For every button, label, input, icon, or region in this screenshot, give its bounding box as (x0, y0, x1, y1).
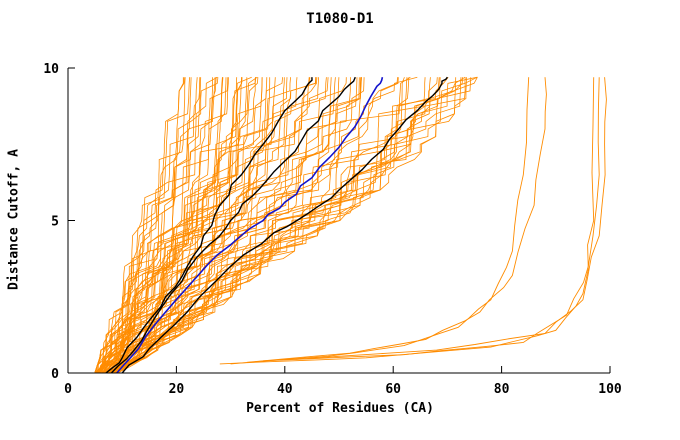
x-tick-label: 80 (494, 382, 510, 397)
black-model-3 (121, 76, 448, 374)
ensemble-curve (94, 77, 217, 374)
x-tick-label: 100 (598, 382, 622, 397)
x-tick-label: 0 (64, 382, 72, 397)
y-tick-label: 10 (43, 62, 59, 77)
ensemble-curve (108, 77, 336, 374)
x-tick-label: 40 (277, 382, 293, 397)
orange-outlier-4 (263, 77, 600, 362)
ensemble-curve (94, 77, 186, 374)
ensemble-curve (98, 77, 248, 374)
ensemble-curve (95, 77, 184, 374)
ensemble-curve (95, 77, 201, 374)
ensemble-curve (113, 77, 472, 374)
ensemble-curve (102, 77, 243, 374)
ensemble-curve (96, 77, 259, 374)
orange-outlier-2 (246, 77, 547, 363)
ensemble-curve (101, 77, 268, 374)
y-tick-label: 5 (51, 215, 59, 230)
ensemble-curve (102, 77, 288, 374)
ensemble-curve (97, 77, 202, 374)
ensemble-curve (97, 77, 192, 373)
ensemble-curve (96, 77, 198, 374)
ensemble-curve (101, 77, 271, 374)
ensemble-curve (101, 77, 227, 374)
x-tick-label: 60 (385, 382, 401, 397)
orange-outlier-5 (295, 77, 607, 360)
ensemble-curve (99, 77, 216, 374)
ensemble-curve (114, 77, 441, 374)
x-axis-label: Percent of Residues (CA) (246, 401, 434, 416)
ensemble-curve (108, 77, 362, 374)
black-model-2 (110, 76, 356, 374)
orange-outlier-1 (230, 77, 530, 365)
ensemble-curve (110, 77, 408, 374)
highlighted-model-blue (116, 77, 384, 374)
ensemble-curve (107, 76, 411, 374)
black-model-1 (105, 77, 313, 374)
orange-outlier-3 (219, 77, 595, 365)
ensemble-curve (105, 77, 327, 374)
ensemble-curve (116, 77, 431, 374)
ensemble-curve (107, 77, 332, 374)
ensemble-curve (94, 77, 190, 374)
ensemble-curve (104, 77, 318, 374)
ensemble-curve (116, 76, 478, 374)
ensemble-curve (112, 76, 478, 374)
ensemble-curve (104, 77, 291, 374)
x-tick-label: 20 (169, 382, 185, 397)
y-tick-label: 0 (51, 367, 59, 382)
chart-title: T1080-D1 (306, 11, 374, 27)
ensemble-curve (109, 77, 340, 374)
